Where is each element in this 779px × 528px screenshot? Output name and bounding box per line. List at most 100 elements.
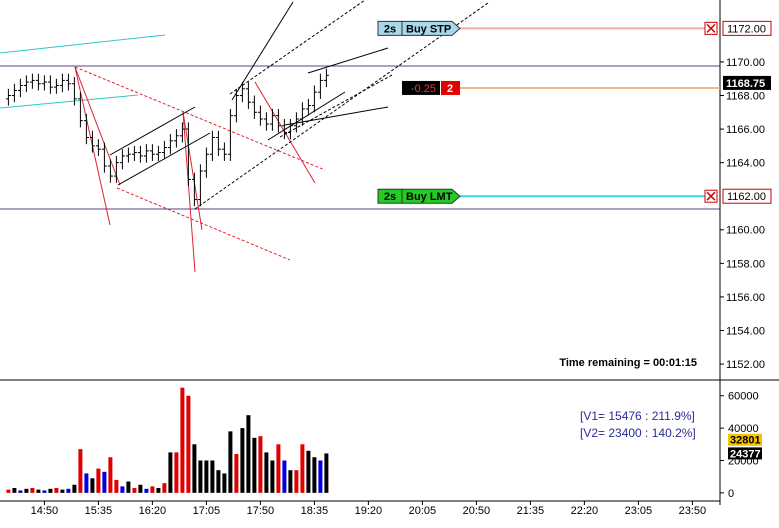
x-tick-label: 23:05 xyxy=(625,505,653,517)
last-price: 1168.75 xyxy=(726,78,765,90)
x-tick-label: 20:50 xyxy=(463,505,491,517)
volume-bar xyxy=(42,490,47,493)
x-tick-label: 16:20 xyxy=(139,505,167,517)
trend-line xyxy=(109,106,196,156)
y-tick-label: 60000 xyxy=(728,391,759,403)
order-type: Buy LMT xyxy=(406,191,453,203)
volume-bar xyxy=(300,444,305,493)
qty-box xyxy=(441,80,460,95)
cancel-icon xyxy=(706,23,716,33)
volume-bar xyxy=(204,460,209,493)
volume-bar xyxy=(12,488,17,493)
order-price-box xyxy=(722,20,772,36)
volume-bar xyxy=(24,488,29,493)
x-tick-label: 15:35 xyxy=(85,505,113,517)
volume-marker-label: 32801 xyxy=(730,435,761,447)
y-tick-label: 1168.00 xyxy=(726,90,765,102)
y-tick-label: 1154.00 xyxy=(726,325,765,337)
y-tick-label: 1156.00 xyxy=(726,292,765,304)
y-tick-label: 40000 xyxy=(728,423,759,435)
time-remaining: Time remaining = 00:01:15 xyxy=(559,357,697,369)
trend-line xyxy=(307,47,389,74)
volume-bar xyxy=(144,488,149,493)
y-tick-label: 1158.00 xyxy=(726,258,765,270)
volume-bar xyxy=(294,470,299,493)
volume-bar xyxy=(252,437,257,493)
volume-bar xyxy=(270,460,275,493)
order-type: Buy STP xyxy=(406,23,451,35)
order-tag xyxy=(401,20,461,36)
volume-bar xyxy=(210,460,215,493)
trend-line xyxy=(267,91,346,141)
volume-bar xyxy=(132,488,137,493)
x-tick-label: 17:50 xyxy=(247,505,275,517)
volume-bar xyxy=(78,449,83,493)
order-qty: 2s xyxy=(384,191,396,203)
volume-marker xyxy=(728,433,762,446)
volume-bar xyxy=(48,488,53,493)
volume-bar xyxy=(36,489,41,493)
volume-bar xyxy=(30,488,35,493)
volume-bar xyxy=(228,431,233,493)
volume-bar xyxy=(18,490,23,493)
y-tick-label: 0 xyxy=(728,488,734,500)
volume-bar xyxy=(240,428,245,493)
volume-bar xyxy=(162,483,167,493)
volume-annotation: [V1= 15476 : 211.9%] xyxy=(580,409,695,423)
order-qty: 2s xyxy=(384,23,396,35)
volume-bar xyxy=(72,484,77,493)
volume-marker xyxy=(728,447,762,460)
x-tick-label: 21:35 xyxy=(517,505,545,517)
y-tick-label: 1152.00 xyxy=(726,359,765,371)
y-tick-label: 1164.00 xyxy=(726,158,765,170)
trend-line xyxy=(229,0,366,95)
volume-bar xyxy=(60,489,65,493)
volume-bar xyxy=(312,457,317,493)
order-price: 1172.00 xyxy=(727,23,766,35)
x-tick-label: 19:20 xyxy=(355,505,383,517)
order-price: 1162.00 xyxy=(727,191,766,203)
volume-bar xyxy=(66,488,71,493)
volume-bar xyxy=(138,484,143,493)
volume-bar xyxy=(108,457,113,493)
volume-bar xyxy=(150,486,155,493)
pnl-box xyxy=(402,80,440,95)
volume-bar xyxy=(156,488,161,493)
volume-bar xyxy=(84,473,89,493)
volume-bar xyxy=(258,436,263,493)
volume-bar xyxy=(174,452,179,493)
volume-bar xyxy=(168,452,173,493)
volume-bar xyxy=(216,470,221,493)
pnl: -0.25 xyxy=(411,83,436,95)
volume-bar xyxy=(90,478,95,493)
y-tick-label: 1166.00 xyxy=(726,124,765,136)
volume-bar xyxy=(324,453,329,493)
trend-line xyxy=(116,187,291,261)
volume-bar xyxy=(96,468,101,493)
volume-bar xyxy=(54,488,59,493)
trend-line xyxy=(182,111,196,273)
trend-line xyxy=(279,74,393,138)
x-tick-label: 22:20 xyxy=(571,505,599,517)
trend-line xyxy=(74,66,121,186)
volume-bar xyxy=(318,460,323,493)
position-qty: 2 xyxy=(447,83,453,95)
volume-bar xyxy=(234,454,239,493)
x-tick-label: 14:50 xyxy=(31,505,59,517)
order-tag xyxy=(401,188,461,204)
volume-marker-label: 24377 xyxy=(730,448,761,460)
y-tick-label: 1170.00 xyxy=(726,57,765,69)
volume-bar xyxy=(192,444,197,493)
volume-bar xyxy=(120,486,125,493)
volume-bar xyxy=(180,387,185,493)
trend-line xyxy=(0,94,139,109)
volume-bar xyxy=(246,415,251,493)
volume-bar xyxy=(282,460,287,493)
volume-annotation: [V2= 23400 : 140.2%] xyxy=(580,426,696,440)
order-price-box xyxy=(722,188,772,204)
y-tick-label: 1160.00 xyxy=(726,225,765,237)
x-tick-label: 20:05 xyxy=(409,505,437,517)
x-tick-label: 18:35 xyxy=(301,505,329,517)
